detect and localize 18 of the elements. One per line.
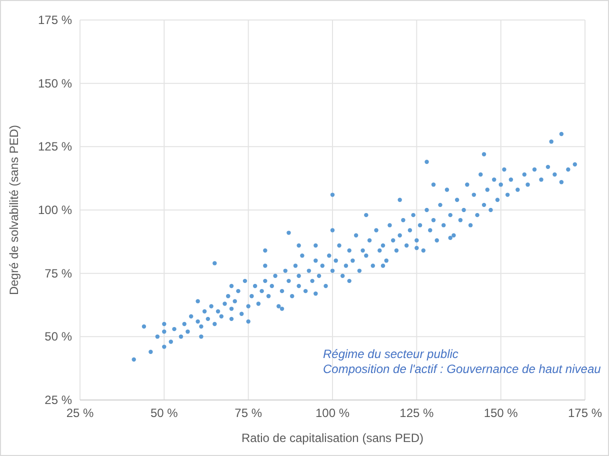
annotation: Régime du secteur public (323, 347, 458, 361)
x-tick-label: 125 % (400, 406, 434, 420)
y-tick-label: 150 % (38, 76, 72, 90)
y-tick-label: 50 % (44, 330, 72, 344)
x-tick-label: 150 % (484, 406, 518, 420)
annotation: Composition de l'actif : Gouvernance de haut niveau (323, 362, 602, 376)
y-axis-title: Degré de solvabilité (sans PED) (7, 124, 21, 296)
y-tick-label: 100 % (38, 203, 72, 217)
x-axis-title: Ratio de capitalisation (sans PED) (241, 431, 424, 445)
x-tick-label: 50 % (150, 406, 178, 420)
y-tick-label: 175 % (38, 13, 72, 27)
x-tick-label: 25 % (66, 406, 94, 420)
x-tick-label: 100 % (315, 406, 350, 420)
y-tick-label: 75 % (44, 266, 72, 280)
x-tick-label: 175 % (568, 406, 602, 420)
x-tick-label: 75 % (234, 406, 262, 420)
y-tick-label: 25 % (44, 393, 72, 407)
y-tick-label: 125 % (38, 140, 72, 154)
